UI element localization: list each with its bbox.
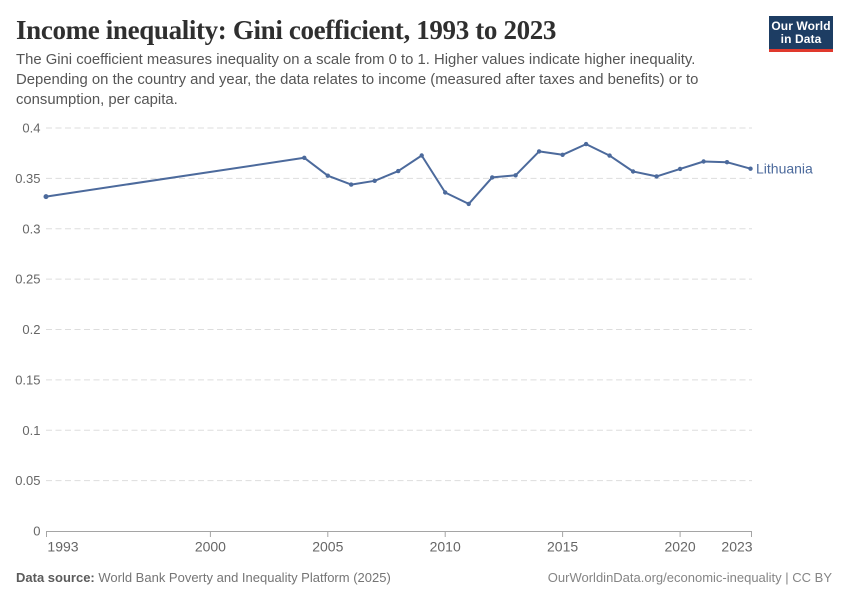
svg-text:2010: 2010	[430, 539, 461, 555]
svg-text:0.1: 0.1	[22, 423, 40, 438]
svg-text:0.05: 0.05	[15, 473, 40, 488]
svg-text:0: 0	[33, 524, 40, 539]
svg-text:0.2: 0.2	[22, 322, 40, 337]
svg-text:2005: 2005	[312, 539, 343, 555]
svg-text:2023: 2023	[721, 539, 752, 555]
svg-text:Lithuania: Lithuania	[756, 161, 813, 177]
svg-text:0.3: 0.3	[22, 221, 40, 236]
svg-text:1993: 1993	[47, 539, 78, 555]
svg-text:2015: 2015	[547, 539, 578, 555]
svg-text:0.25: 0.25	[15, 272, 40, 287]
svg-text:2000: 2000	[195, 539, 226, 555]
svg-text:0.35: 0.35	[15, 171, 40, 186]
svg-text:0.15: 0.15	[15, 372, 40, 387]
svg-text:2020: 2020	[665, 539, 696, 555]
svg-text:0.4: 0.4	[22, 121, 40, 136]
